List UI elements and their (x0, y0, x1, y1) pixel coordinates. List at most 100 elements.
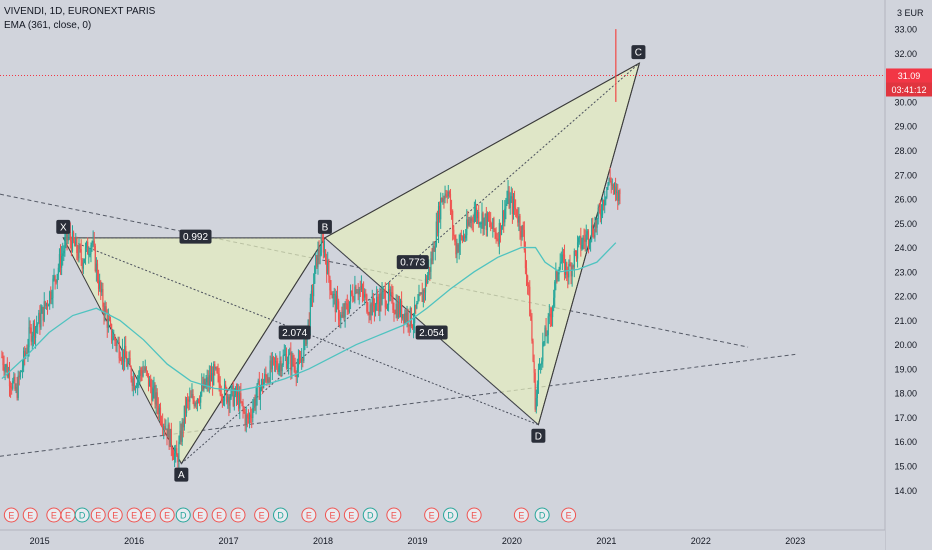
candle-body (515, 207, 517, 210)
candle-body (293, 364, 295, 366)
candle-body (310, 290, 313, 298)
candle-body (279, 361, 281, 366)
candle-body (512, 199, 515, 214)
earnings-event[interactable] (513, 507, 529, 523)
candle-body (607, 184, 609, 188)
x-tick-label: 2022 (691, 536, 711, 546)
candle-body (41, 306, 43, 314)
point-label-x[interactable]: X (56, 219, 71, 234)
earnings-event[interactable] (230, 507, 246, 523)
candle-body (430, 258, 432, 272)
point-label-c[interactable]: C (631, 45, 646, 60)
candle-body (407, 312, 409, 325)
candle-body (32, 323, 34, 337)
earnings-event[interactable] (211, 507, 227, 523)
candle-body (271, 357, 273, 370)
dividend-event[interactable] (175, 507, 191, 523)
earnings-event[interactable] (159, 507, 175, 523)
candle-body (469, 222, 471, 224)
earnings-event[interactable] (3, 507, 19, 523)
candle-body (142, 370, 144, 377)
candle-body (130, 366, 132, 379)
ratio-label[interactable]: 0.773 (396, 255, 429, 270)
event-letter: E (391, 511, 397, 521)
earnings-event[interactable] (424, 507, 440, 523)
candle-body (177, 456, 179, 462)
candle-body (180, 430, 182, 442)
indicator-legend[interactable]: EMA (361, close, 0) (4, 20, 92, 31)
y-tick-label: 28.00 (894, 146, 917, 156)
candle-body (97, 279, 100, 289)
candle-body (163, 426, 165, 429)
earnings-event[interactable] (324, 507, 340, 523)
candle-body (30, 327, 32, 342)
candle-body (115, 340, 117, 347)
candle-body (561, 254, 563, 262)
earnings-event[interactable] (254, 507, 270, 523)
earnings-event[interactable] (192, 507, 208, 523)
point-label-b[interactable]: B (317, 219, 332, 234)
candle-body (258, 380, 260, 400)
earnings-event[interactable] (561, 507, 577, 523)
candle-body (241, 401, 243, 403)
y-tick-label: 26.00 (894, 195, 917, 205)
point-label-d[interactable]: D (531, 428, 546, 443)
candle-body (585, 234, 587, 242)
candle-body (114, 335, 116, 341)
ratio-label[interactable]: 2.074 (278, 325, 311, 340)
earnings-event[interactable] (386, 507, 402, 523)
y-axis-settings[interactable]: 3 EUR (897, 8, 924, 18)
dividend-event[interactable] (273, 507, 289, 523)
candle-body (351, 291, 353, 294)
dividend-event[interactable] (74, 507, 90, 523)
time-axis[interactable]: 2015 2016 2017 2018 2019 2020 2021 2022 2023 (0, 529, 885, 550)
candle-body (356, 292, 358, 294)
candle-body (456, 244, 458, 255)
dividend-event[interactable] (534, 507, 550, 523)
pattern-labels-layer[interactable]: X A B C D 0.992 2.074 0.773 2.054 (56, 45, 646, 482)
leg-bc (324, 62, 640, 239)
candle-body (216, 367, 218, 373)
earnings-event[interactable] (22, 507, 38, 523)
earnings-event[interactable] (343, 507, 359, 523)
candle-body (383, 290, 385, 292)
candle-body (405, 313, 407, 321)
earnings-event[interactable] (466, 507, 482, 523)
candle-body (188, 399, 190, 402)
dividend-event[interactable] (362, 507, 378, 523)
candle-body (569, 263, 571, 266)
candle-body (119, 358, 121, 361)
candle-body (254, 399, 256, 407)
lower-trendline[interactable] (0, 353, 796, 457)
earnings-event[interactable] (301, 507, 317, 523)
candle-body (90, 245, 92, 255)
candle-body (464, 236, 466, 239)
candle-body (547, 316, 549, 336)
y-tick-label: 20.00 (894, 340, 917, 350)
earnings-event[interactable] (90, 507, 106, 523)
candle-body (376, 296, 378, 305)
dividend-event[interactable] (443, 507, 459, 523)
candle-body (595, 223, 597, 228)
candle-body (282, 355, 284, 365)
candle-body (439, 206, 441, 220)
candle-body (354, 286, 356, 301)
harmonic-pattern-layer[interactable] (62, 62, 641, 465)
ratio-label[interactable]: 0.992 (179, 229, 212, 244)
candle-body (482, 213, 484, 230)
ratio-label[interactable]: 2.054 (415, 325, 448, 340)
candle-body (283, 354, 285, 356)
candle-body (33, 323, 36, 338)
point-label-a[interactable]: A (174, 467, 189, 482)
candle-body (522, 225, 524, 230)
candle-body (138, 375, 140, 379)
candle-body (230, 387, 232, 399)
pattern-bcd-triangle[interactable] (324, 62, 641, 426)
candle-body (320, 238, 322, 256)
ema-line[interactable] (1, 242, 617, 392)
earnings-event[interactable] (107, 507, 123, 523)
earnings-event[interactable] (140, 507, 156, 523)
